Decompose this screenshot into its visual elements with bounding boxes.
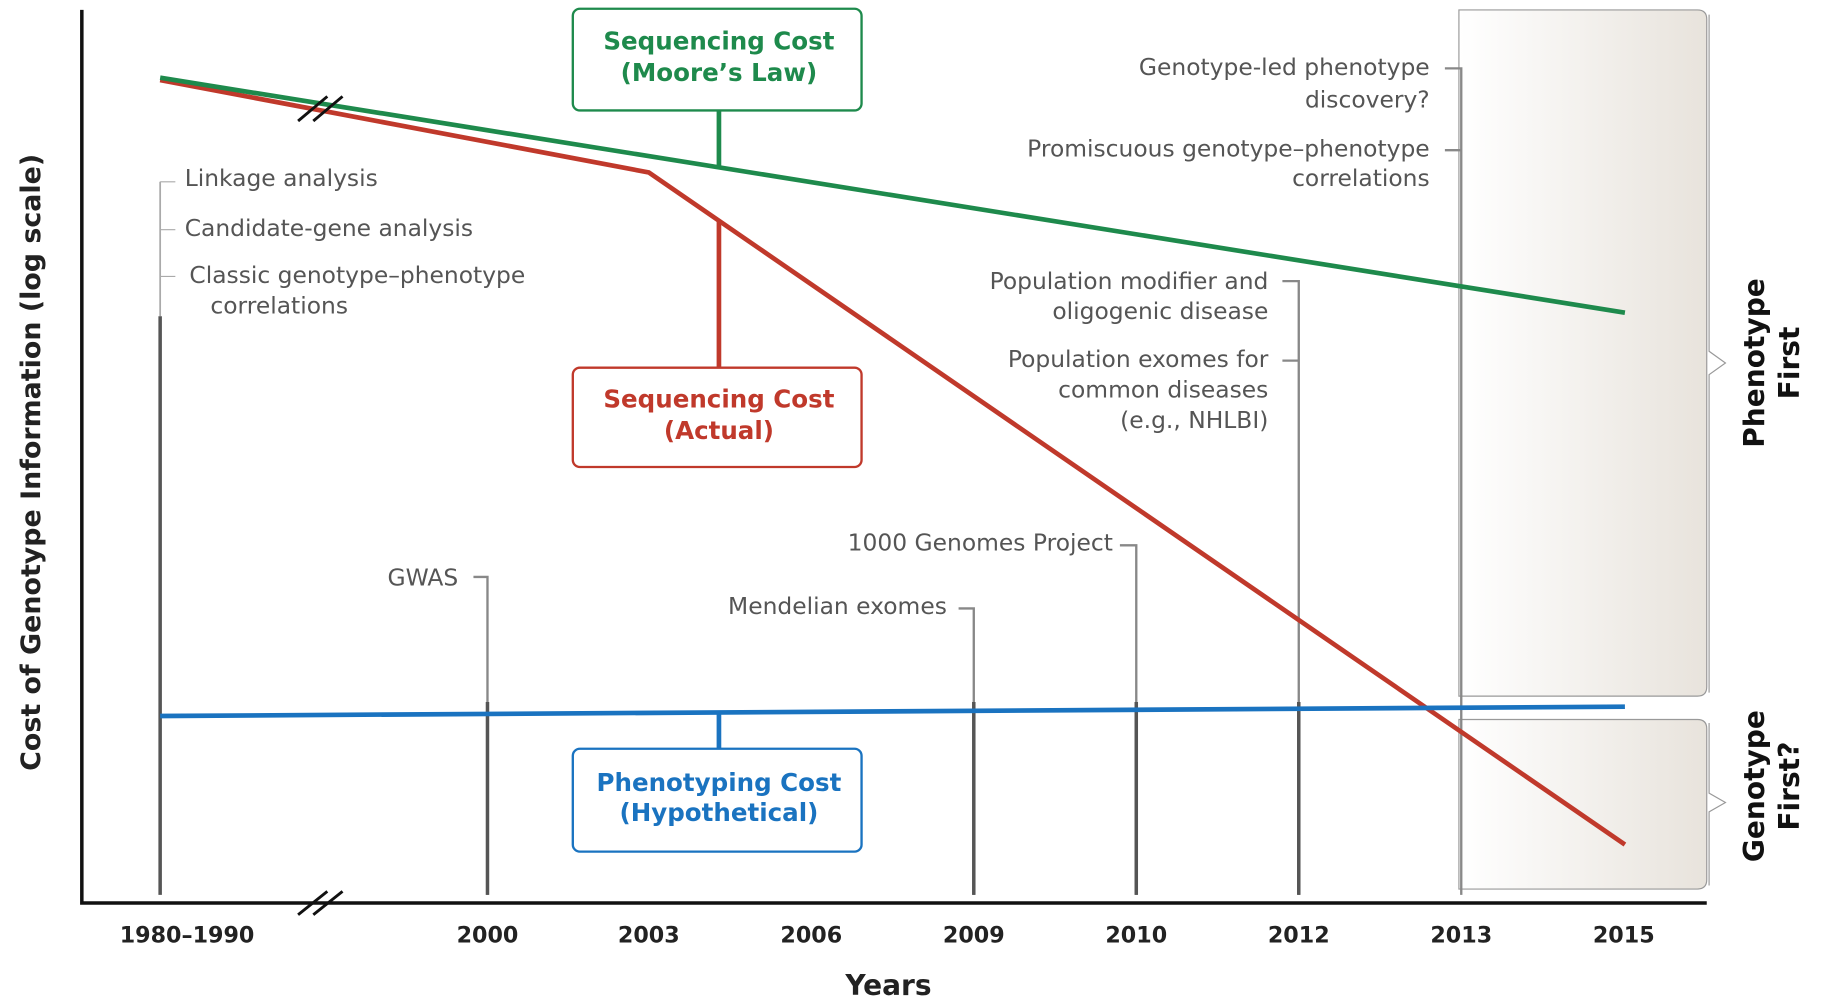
event-label: (e.g., NHLBI) xyxy=(1120,406,1268,434)
event-label: Genotype-led phenotype xyxy=(1139,53,1430,81)
event-label: common diseases xyxy=(1058,376,1268,404)
box-label: (Moore’s Law) xyxy=(621,58,818,87)
moore-cost-line xyxy=(159,75,1626,316)
phase-panel xyxy=(1458,718,1708,890)
year-label: 2003 xyxy=(618,922,680,948)
event-label: correlations xyxy=(1292,164,1430,192)
event-label: correlations xyxy=(210,291,348,319)
event-label: discovery? xyxy=(1305,86,1430,114)
box xyxy=(571,7,863,112)
box xyxy=(571,366,863,469)
box xyxy=(571,747,863,853)
phase-panel xyxy=(1458,9,1708,697)
phase-label: First? xyxy=(1773,742,1806,831)
y-axis-label: Cost of Genotype Information (log scale) xyxy=(16,154,47,771)
box-label: Sequencing Cost xyxy=(603,27,834,56)
year-label: 2013 xyxy=(1430,922,1492,948)
box-label: Phenotyping Cost xyxy=(597,768,842,797)
event-label: Mendelian exomes xyxy=(728,592,947,620)
phase-label: Genotype xyxy=(1738,710,1771,862)
line-break xyxy=(297,95,344,123)
year-label: 2010 xyxy=(1105,922,1167,948)
year-label: 2000 xyxy=(457,922,519,948)
year-label: 2012 xyxy=(1268,922,1330,948)
box-label: Sequencing Cost xyxy=(603,384,834,413)
axis-break xyxy=(297,890,344,916)
phase-label: First xyxy=(1773,327,1806,400)
actual-cost-line xyxy=(159,77,1627,847)
year-label: 2009 xyxy=(943,922,1005,948)
box-label: (Actual) xyxy=(664,416,774,445)
phenotype-cost-line xyxy=(160,704,1625,719)
event-label: oligogenic disease xyxy=(1052,297,1268,325)
axes xyxy=(80,9,1707,905)
event-label: 1000 Genomes Project xyxy=(848,529,1113,557)
x-axis-label: Years xyxy=(844,969,931,1002)
brace xyxy=(1708,723,1727,886)
event-label: Classic genotype–phenotype xyxy=(189,261,525,289)
phase-label: Phenotype xyxy=(1738,278,1771,448)
year-label: 2006 xyxy=(780,922,842,948)
year-label: 2015 xyxy=(1593,922,1655,948)
year-labels: 1980–1990 2000 2003 2006 2009 2010 2012 … xyxy=(120,922,1655,948)
brace xyxy=(1708,14,1727,693)
event-label: Population modifier and xyxy=(990,267,1269,295)
event-labels: Linkage analysis Candidate-gene analysis… xyxy=(185,53,1430,620)
event-label: Promiscuous genotype–phenotype xyxy=(1027,135,1430,163)
event-label: Linkage analysis xyxy=(185,164,378,192)
timelines xyxy=(158,67,1463,895)
event-label: GWAS xyxy=(387,564,458,592)
box-label: (Hypothetical) xyxy=(620,798,819,827)
event-label: Candidate-gene analysis xyxy=(185,214,473,242)
event-label: Population exomes for xyxy=(1008,345,1269,373)
year-label: 1980–1990 xyxy=(120,922,255,948)
